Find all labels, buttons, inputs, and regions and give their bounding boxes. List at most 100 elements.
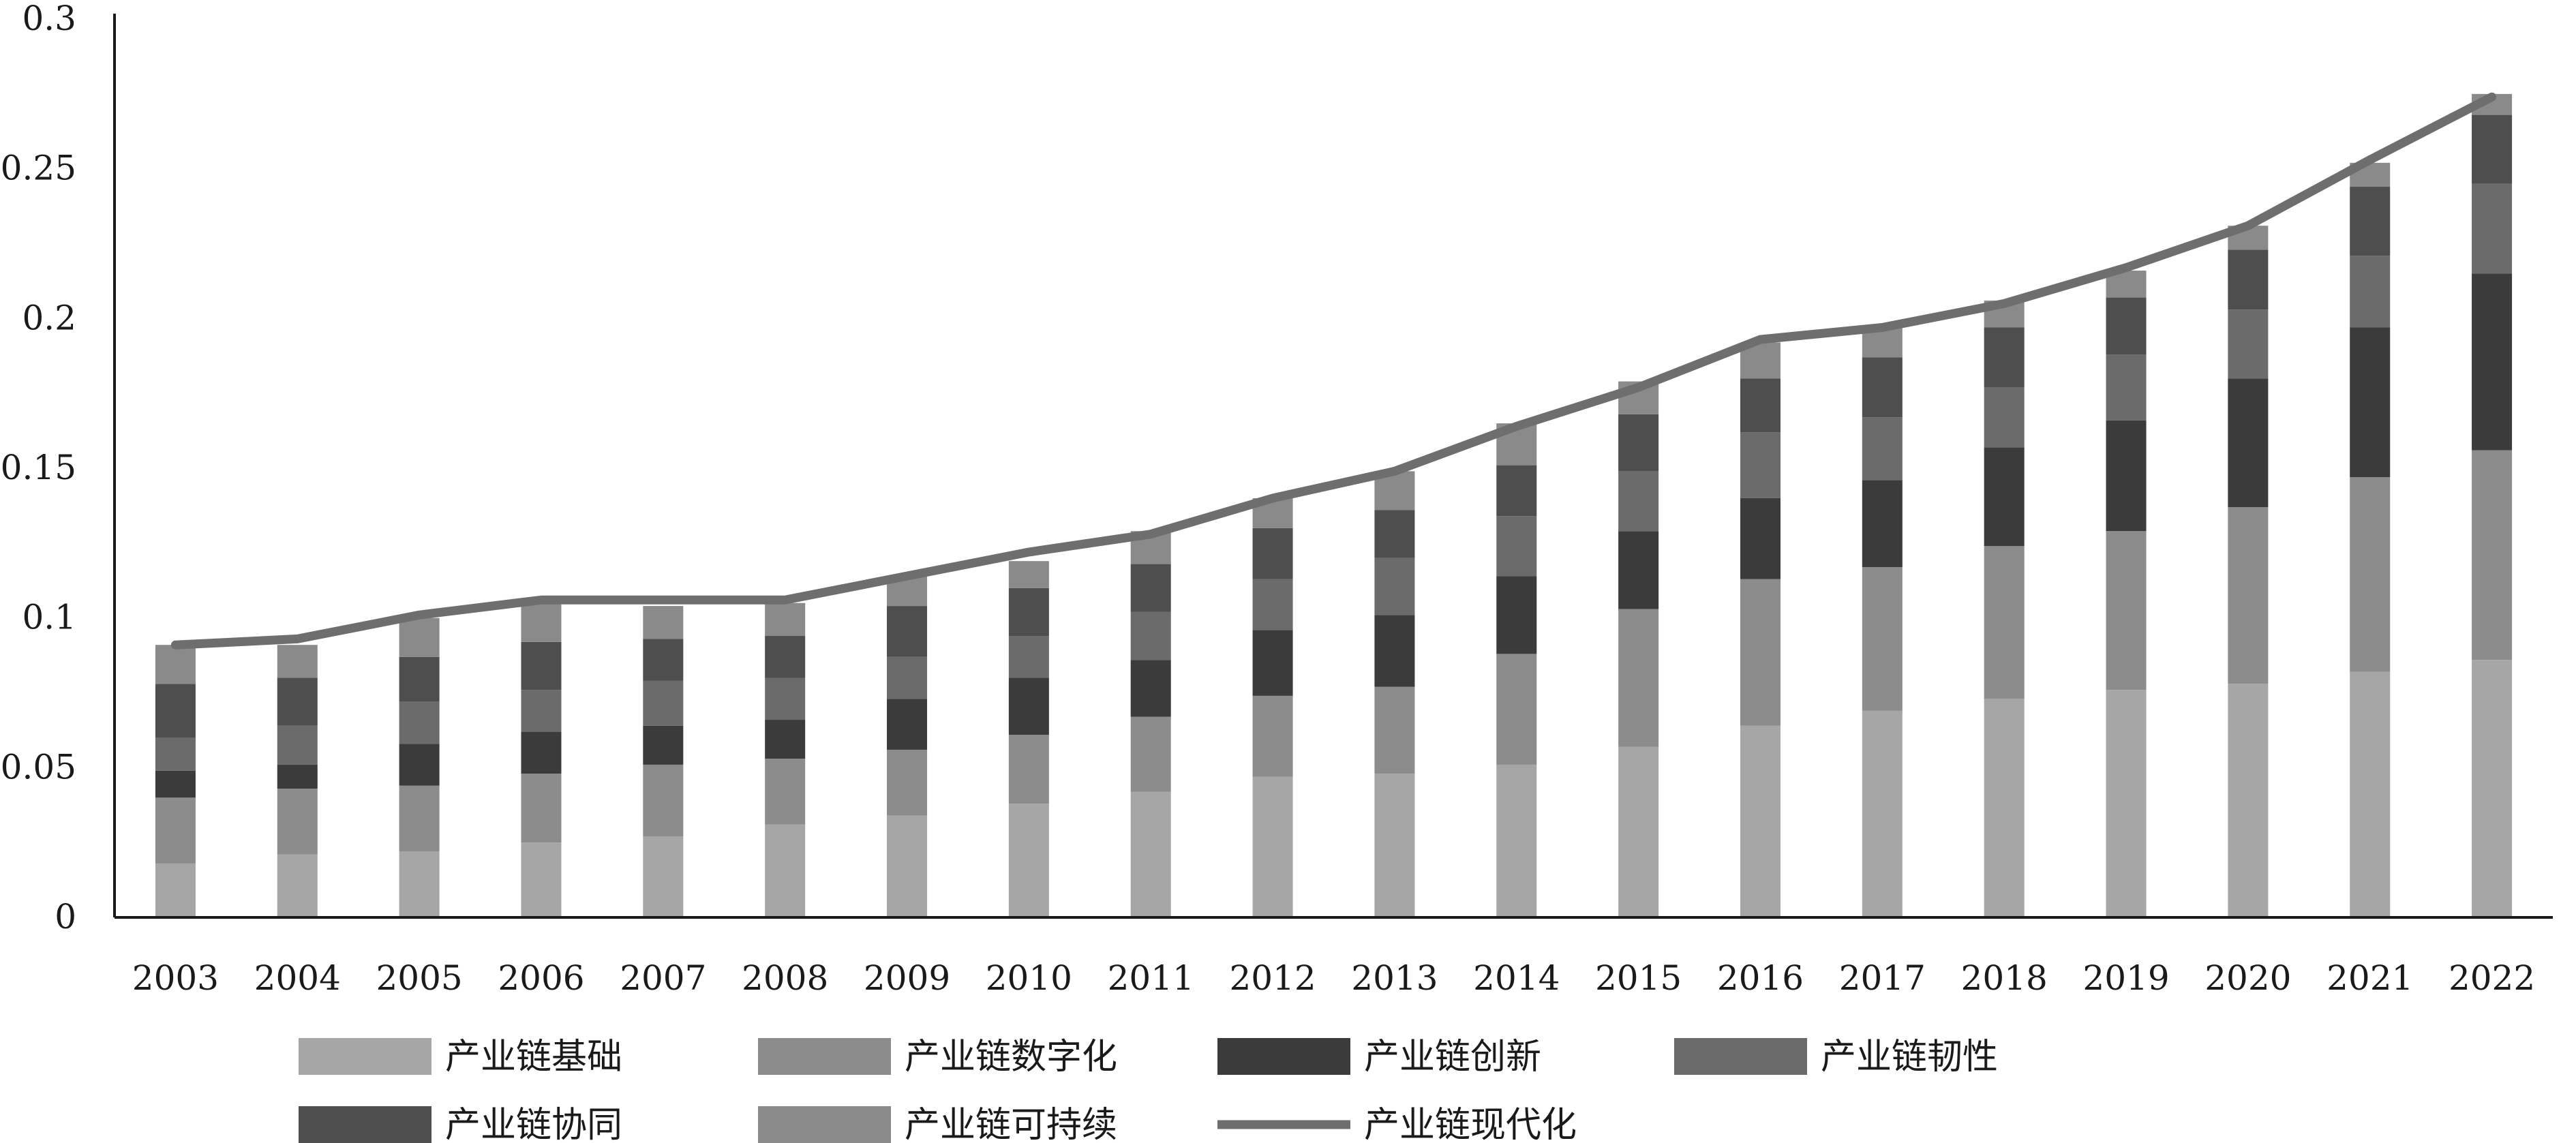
- x-tick-label: 2003: [132, 958, 219, 998]
- bar-segment-6: [155, 645, 196, 684]
- x-tick-label: 2021: [2327, 958, 2413, 998]
- bar-segment-4: [2472, 183, 2513, 274]
- bar-segment-5: [1252, 528, 1293, 579]
- bar-segment-5: [1740, 378, 1781, 433]
- bar-segment-2: [399, 785, 440, 852]
- bar-segment-5: [765, 636, 806, 678]
- x-tick-label: 2014: [1473, 958, 1560, 998]
- bar-segment-1: [1374, 774, 1415, 917]
- bar-segment-3: [1252, 630, 1293, 696]
- bar-segment-1: [1130, 791, 1171, 917]
- bar-segment-5: [1496, 465, 1537, 517]
- x-tick-label: 2012: [1229, 958, 1316, 998]
- bar-segment-3: [1130, 660, 1171, 717]
- bar-segment-2: [1618, 609, 1659, 747]
- bar-segment-3: [2228, 378, 2269, 508]
- bar-segment-1: [2350, 671, 2391, 917]
- bar-segment-4: [2350, 256, 2391, 328]
- bar-segment-1: [1862, 710, 1903, 917]
- bar-segment-4: [1008, 636, 1049, 678]
- x-tick-label: 2004: [254, 958, 341, 998]
- bar-segment-2: [2472, 450, 2513, 660]
- bar-segment-1: [1496, 764, 1537, 917]
- x-tick-label: 2005: [376, 958, 463, 998]
- bar-segment-3: [1496, 576, 1537, 654]
- bar-segment-4: [277, 725, 318, 765]
- legend-label: 产业链创新: [1364, 1037, 1541, 1078]
- y-tick-label: 0.3: [22, 0, 76, 38]
- bar-segment-1: [521, 842, 562, 917]
- bar-segment-4: [887, 656, 928, 699]
- legend-label: 产业链协同: [445, 1105, 622, 1143]
- legend-label: 产业链韧性: [1821, 1037, 1998, 1078]
- bar-segment-1: [765, 824, 806, 917]
- bar-segment-1: [1618, 746, 1659, 917]
- bar-segment-4: [765, 677, 806, 720]
- legend-item: 产业链协同: [299, 1105, 622, 1143]
- bar-segment-2: [1008, 735, 1049, 804]
- bar-segment-1: [887, 815, 928, 917]
- legend-item: 产业链现代化: [1217, 1105, 1577, 1143]
- legend-swatch: [1217, 1038, 1350, 1075]
- bar-segment-2: [1130, 716, 1171, 792]
- legend-label: 产业链可持续: [905, 1105, 1117, 1143]
- bar-segment-5: [1130, 564, 1171, 612]
- line-layer: [170, 92, 2497, 650]
- bar-segment-2: [1252, 695, 1293, 777]
- axes: [113, 14, 2553, 919]
- legend-item: 产业链基础: [299, 1037, 622, 1078]
- x-tick-label: 2009: [864, 958, 950, 998]
- bar-segment-5: [2472, 115, 2513, 184]
- bar-segment-5: [1374, 510, 1415, 558]
- bar-segment-5: [2106, 297, 2147, 355]
- y-tick-label: 0: [55, 897, 76, 936]
- bar-segment-4: [1130, 611, 1171, 660]
- bar-segment-4: [643, 680, 684, 726]
- x-tick-label: 2007: [620, 958, 706, 998]
- bar-segment-3: [1374, 615, 1415, 687]
- bar-segment-1: [1984, 699, 2025, 917]
- x-tick-label: 2017: [1839, 958, 1926, 998]
- bar-segment-4: [399, 701, 440, 744]
- bar-segment-2: [2228, 507, 2269, 684]
- bar-segment-5: [155, 684, 196, 738]
- bar-segment-2: [1984, 546, 2025, 699]
- legend-swatch: [1674, 1038, 1807, 1075]
- bar-segment-2: [1862, 566, 1903, 711]
- y-tick-label: 0.2: [22, 298, 76, 337]
- bar-segment-2: [765, 759, 806, 825]
- bar-segment-3: [2350, 327, 2391, 478]
- bar-segment-2: [887, 749, 928, 816]
- bar-segment-5: [887, 606, 928, 657]
- bar-segment-6: [521, 603, 562, 642]
- bar-segment-1: [1252, 776, 1293, 917]
- bar-segment-5: [1984, 327, 2025, 388]
- bar-segment-5: [643, 639, 684, 681]
- x-tick-label: 2010: [986, 958, 1072, 998]
- x-tick-label: 2020: [2204, 958, 2291, 998]
- bar-segment-6: [765, 603, 806, 637]
- bar-segment-4: [1984, 387, 2025, 448]
- bar-segment-6: [1008, 561, 1049, 588]
- line-series: [170, 92, 2497, 650]
- bar-segment-5: [521, 641, 562, 690]
- y-tick-label: 0.25: [1, 149, 76, 188]
- y-tick-label: 0.15: [1, 448, 76, 487]
- bar-segment-5: [399, 656, 440, 702]
- bar-segment-1: [155, 863, 196, 917]
- bar-segment-2: [2106, 531, 2147, 690]
- bar-segment-3: [399, 744, 440, 786]
- legend-item: 产业链韧性: [1674, 1037, 1998, 1078]
- legend-label: 产业链现代化: [1364, 1105, 1577, 1143]
- bar-segment-2: [643, 764, 684, 837]
- y-tick-label: 0.05: [1, 747, 76, 787]
- bar-segment-1: [2472, 660, 2513, 917]
- bar-segment-1: [2106, 690, 2147, 917]
- x-tick-label: 2018: [1961, 958, 2048, 998]
- legend-item: 产业链数字化: [758, 1037, 1117, 1078]
- bar-segment-3: [277, 764, 318, 789]
- bar-segment-5: [1618, 414, 1659, 472]
- bar-segment-2: [2350, 477, 2391, 672]
- bar-segment-3: [765, 720, 806, 759]
- bar-segment-1: [399, 851, 440, 917]
